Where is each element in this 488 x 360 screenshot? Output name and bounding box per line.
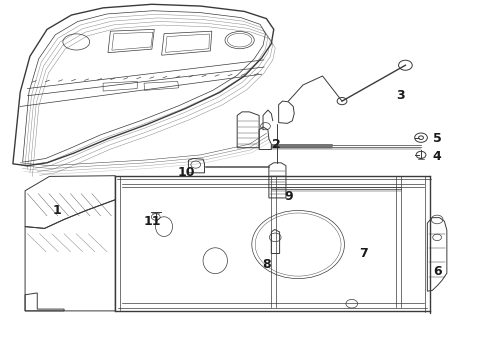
Text: 9: 9 [284,190,292,203]
Text: 2: 2 [271,138,280,150]
Text: 6: 6 [432,265,441,278]
Text: 8: 8 [262,258,270,271]
Text: 10: 10 [177,166,194,179]
Text: 11: 11 [143,215,160,228]
Text: 4: 4 [432,150,441,163]
Text: 5: 5 [432,132,441,145]
Text: 3: 3 [395,89,404,102]
Text: 1: 1 [52,204,61,217]
Text: 7: 7 [359,247,367,260]
